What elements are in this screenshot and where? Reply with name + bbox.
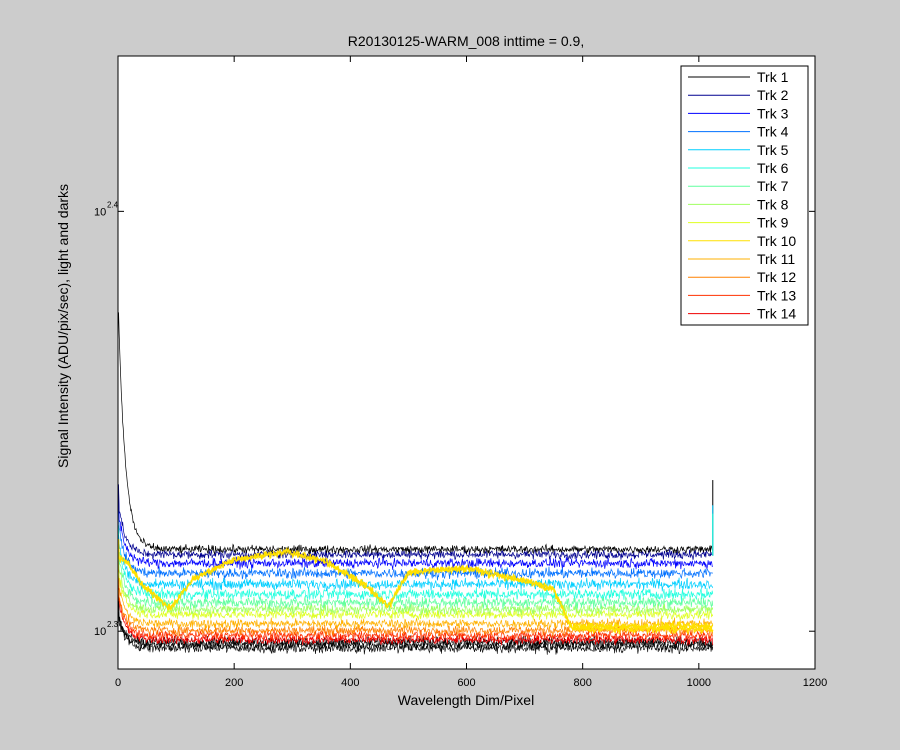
legend: Trk 1 Trk 2 Trk 3 Trk 4 Trk 5 Trk 6 Trk 7 Trk 8… (680, 65, 809, 326)
series-line-trk-13 (118, 564, 714, 642)
legend-label: Trk 12 (757, 269, 796, 285)
legend-label: Trk 8 (757, 196, 789, 212)
x-tick-label: 1200 (803, 677, 827, 689)
series-line-trk-1 (118, 312, 714, 556)
legend-label: Trk 2 (757, 87, 789, 103)
series-line-trk-14 (118, 586, 714, 646)
y-tick-label-exponent: 2.4 (107, 200, 119, 209)
series-line-trk-11 (118, 558, 714, 630)
series-layer (118, 312, 714, 655)
legend-label: Trk 13 (757, 287, 796, 303)
x-axis-label: Wavelength Dim/Pixel (398, 692, 534, 708)
chart-title: R20130125-WARM_008 inttime = 0.9, (348, 33, 584, 49)
legend-label: Trk 9 (757, 215, 789, 231)
legend-label: Trk 10 (757, 233, 796, 249)
legend-label: Trk 14 (757, 306, 796, 322)
y-tick-label-base: 10 (94, 206, 106, 218)
legend-label: Trk 11 (757, 251, 795, 267)
x-tick-label: 0 (115, 677, 121, 689)
series-line-trk-6 (118, 525, 714, 602)
legend-box (680, 65, 809, 326)
series-line-trk-10-overlay (118, 538, 714, 635)
y-tick-label-exponent: 2.3 (107, 620, 119, 629)
x-tick-label: 800 (573, 677, 591, 689)
y-tick-label-base: 10 (94, 626, 106, 638)
series-line-trk-7 (118, 535, 714, 611)
series-line-trk-8 (118, 533, 714, 617)
x-tick-label: 1000 (687, 677, 711, 689)
legend-label: Trk 4 (757, 124, 789, 140)
y-axis-label: Signal Intensity (ADU/pix/sec), light an… (55, 184, 71, 468)
legend-label: Trk 7 (757, 178, 789, 194)
series-line-trk-9 (118, 572, 714, 621)
legend-label: Trk 5 (757, 142, 789, 158)
x-tick-label: 200 (225, 677, 243, 689)
x-tick-label: 600 (457, 677, 475, 689)
dark-frame-line-2 (118, 611, 713, 655)
legend-label: Trk 3 (757, 105, 789, 121)
legend-label: Trk 1 (757, 69, 789, 85)
series-line-trk-2 (118, 484, 713, 561)
series-line-trk-5 (118, 534, 714, 592)
x-tick-label: 400 (341, 677, 359, 689)
legend-label: Trk 6 (757, 160, 789, 176)
